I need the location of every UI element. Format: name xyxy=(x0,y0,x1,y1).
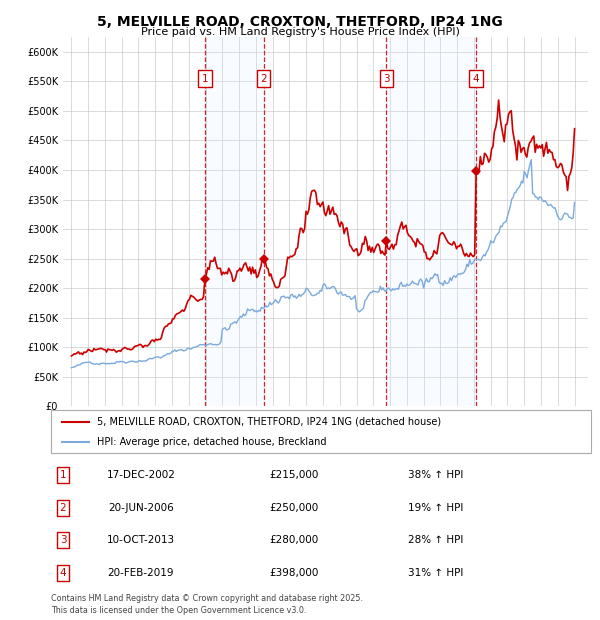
Text: 3: 3 xyxy=(59,535,67,545)
FancyBboxPatch shape xyxy=(51,410,591,453)
Text: 28% ↑ HPI: 28% ↑ HPI xyxy=(408,535,463,545)
Text: 5, MELVILLE ROAD, CROXTON, THETFORD, IP24 1NG: 5, MELVILLE ROAD, CROXTON, THETFORD, IP2… xyxy=(97,16,503,29)
Text: Price paid vs. HM Land Registry's House Price Index (HPI): Price paid vs. HM Land Registry's House … xyxy=(140,27,460,37)
Text: £280,000: £280,000 xyxy=(269,535,319,545)
Bar xyxy=(386,37,476,406)
Text: 10-OCT-2013: 10-OCT-2013 xyxy=(107,535,175,545)
Text: £250,000: £250,000 xyxy=(269,503,319,513)
Text: 19% ↑ HPI: 19% ↑ HPI xyxy=(408,503,463,513)
Text: 17-DEC-2002: 17-DEC-2002 xyxy=(107,470,175,480)
Text: £398,000: £398,000 xyxy=(269,568,319,578)
Text: 4: 4 xyxy=(59,568,67,578)
Text: 20-JUN-2006: 20-JUN-2006 xyxy=(108,503,174,513)
Text: 2: 2 xyxy=(260,74,267,84)
Text: HPI: Average price, detached house, Breckland: HPI: Average price, detached house, Brec… xyxy=(97,437,326,447)
Text: £215,000: £215,000 xyxy=(269,470,319,480)
Text: 4: 4 xyxy=(473,74,479,84)
Text: 5, MELVILLE ROAD, CROXTON, THETFORD, IP24 1NG (detached house): 5, MELVILLE ROAD, CROXTON, THETFORD, IP2… xyxy=(97,417,441,427)
Text: 20-FEB-2019: 20-FEB-2019 xyxy=(108,568,174,578)
Bar xyxy=(205,37,264,406)
Text: 2: 2 xyxy=(59,503,67,513)
Text: Contains HM Land Registry data © Crown copyright and database right 2025.
This d: Contains HM Land Registry data © Crown c… xyxy=(51,594,363,615)
Text: 38% ↑ HPI: 38% ↑ HPI xyxy=(408,470,463,480)
Text: 1: 1 xyxy=(59,470,67,480)
Text: 1: 1 xyxy=(202,74,208,84)
Text: 31% ↑ HPI: 31% ↑ HPI xyxy=(408,568,463,578)
Text: 3: 3 xyxy=(383,74,389,84)
